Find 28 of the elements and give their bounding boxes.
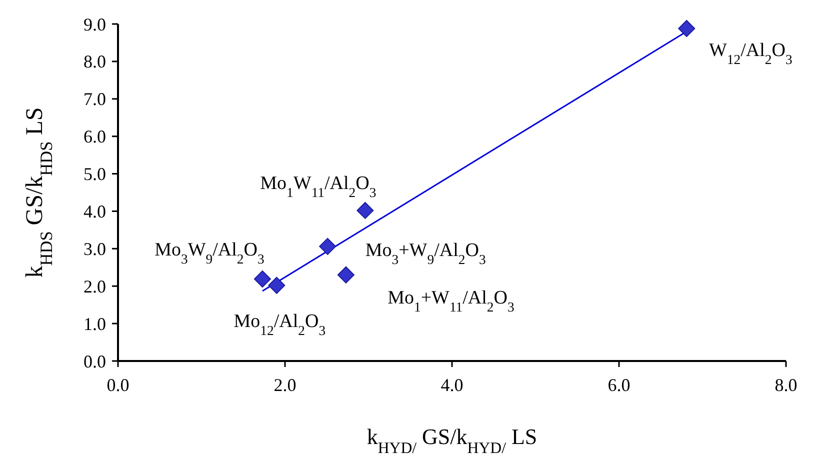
- point: [319, 238, 336, 255]
- y-tick-label: 1.0: [84, 314, 106, 334]
- point: [678, 20, 696, 37]
- y-tick-label: 6.0: [84, 126, 106, 147]
- x-tick-label: 0.0: [106, 375, 130, 395]
- point: [356, 202, 374, 219]
- annotation: Mo$_{1}$W$_{11}$/Al$_{2}$O$_{3}$: [260, 173, 376, 200]
- y-tick-label: 2.0: [84, 276, 106, 296]
- x-tick-label: 6.0: [608, 375, 630, 395]
- y-tick-label: 5.0: [84, 164, 106, 184]
- y-tick-label: 9.0: [84, 14, 106, 34]
- y-tick-label: 7.0: [84, 89, 106, 110]
- annotation: W$_{12}$/Al$_{2}$O$_{3}$: [708, 40, 792, 67]
- x-tick-label: 4.0: [440, 375, 464, 395]
- x-tick-label: 8.0: [774, 375, 798, 395]
- point: [268, 276, 286, 294]
- y-tick-label: 8.0: [84, 52, 106, 72]
- y-tick-label: 0.0: [84, 351, 106, 372]
- point: [254, 270, 271, 288]
- x-axis-title: k$_{HYD/}$ GS/k$_{HYD/}$ LS: [366, 424, 538, 456]
- annotation: Mo$_{12}$/Al$_{2}$O$_{3}$: [234, 311, 326, 338]
- annotation: Mo$_{1}$+W$_{11}$/Al$_{2}$O$_{3}$: [388, 288, 514, 314]
- x-tick-label: 2.0: [274, 375, 296, 395]
- point: [337, 266, 354, 284]
- y-tick-label: 3.0: [84, 238, 106, 259]
- annotation: Mo$_{3}$+W$_{9}$/Al$_{2}$O$_{3}$: [365, 240, 486, 267]
- y-tick-label: 4.0: [84, 202, 106, 222]
- annotation: Mo$_{3}$W$_{9}$/Al$_{2}$O$_{3}$: [154, 240, 264, 266]
